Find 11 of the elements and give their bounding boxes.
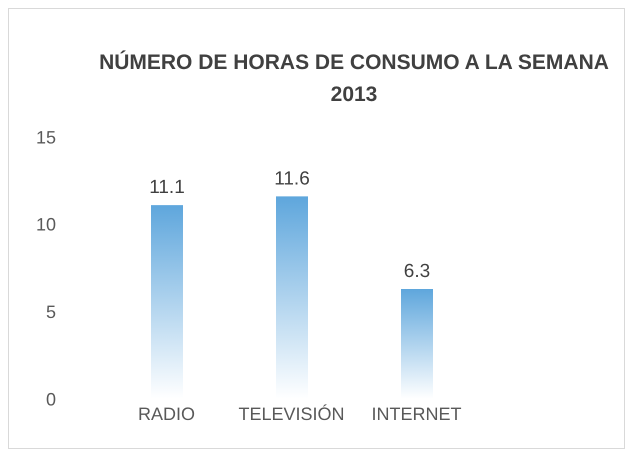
data-label: 11.1 [149, 177, 185, 198]
data-label: 6.3 [404, 260, 430, 282]
x-tick-label: TELEVISIÓN [238, 404, 345, 424]
data-label: 11.6 [274, 168, 310, 190]
y-tick-label: 10 [36, 214, 56, 235]
x-tick-label: INTERNET [372, 404, 462, 424]
y-tick-label: 15 [36, 127, 56, 148]
chart-title: NÚMERO DE HORAS DE CONSUMO A LA SEMANA 2013 [99, 49, 609, 108]
x-tick-label: RADIO [138, 404, 196, 424]
y-tick-label: 5 [46, 302, 56, 322]
y-tick-label: 0 [46, 389, 56, 410]
